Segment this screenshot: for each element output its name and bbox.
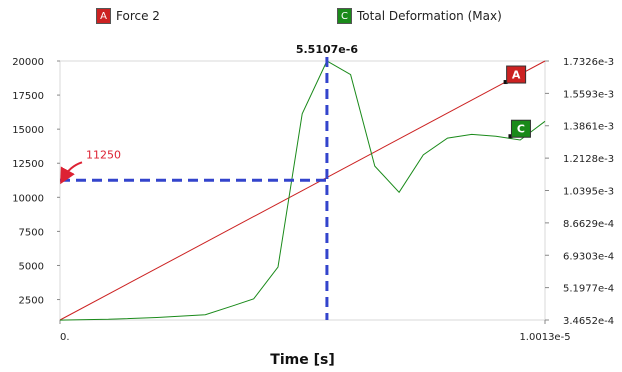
series-badge-a bbox=[506, 65, 527, 84]
legend-item-force[interactable]: A Force 2 bbox=[96, 8, 160, 24]
series-line-a bbox=[59, 60, 546, 321]
left-tick-label: 15000 bbox=[12, 125, 44, 136]
legend-label-deformation: Total Deformation (Max) bbox=[357, 9, 502, 23]
right-tick-label: 1.7326e-3 bbox=[563, 57, 614, 68]
overlay-layer: 5.5107e-6 11250 A C bbox=[60, 43, 531, 320]
x-tick-label: 0. bbox=[60, 332, 70, 343]
left-tick-label: 12500 bbox=[12, 159, 44, 170]
left-axis: 2500 5000 7500 10000 12500 15000 17500 20000 bbox=[12, 57, 60, 307]
series-badge-label-c: C bbox=[517, 123, 525, 136]
cursor-label: 5.5107e-6 bbox=[296, 43, 358, 56]
annotation-arrow bbox=[60, 161, 83, 185]
right-tick-label: 3.4652e-4 bbox=[563, 316, 614, 327]
right-tick-label: 1.3861e-3 bbox=[563, 122, 614, 133]
right-axis: 3.4652e-4 5.1977e-4 6.9303e-4 8.6629e-4 1.03… bbox=[545, 57, 614, 327]
x-axis: 0. 1.0013e-5 bbox=[59, 320, 571, 343]
x-axis-label: Time [s] bbox=[270, 352, 334, 368]
legend-label-force: Force 2 bbox=[116, 9, 160, 23]
series-point-a bbox=[503, 80, 508, 85]
right-tick-label: 1.0395e-3 bbox=[563, 187, 614, 198]
right-tick-label: 5.1977e-4 bbox=[563, 284, 614, 295]
right-tick-label: 6.9303e-4 bbox=[563, 251, 614, 262]
left-tick-label: 10000 bbox=[12, 193, 44, 204]
right-tick-label: 1.5593e-3 bbox=[563, 89, 614, 100]
left-tick-label: 17500 bbox=[12, 91, 44, 102]
legend-item-deformation[interactable]: C Total Deformation (Max) bbox=[337, 8, 502, 24]
series-badge-c bbox=[510, 119, 531, 138]
series-point-c bbox=[508, 134, 513, 139]
left-tick-label: 20000 bbox=[12, 57, 44, 68]
left-tick-label: 2500 bbox=[19, 296, 44, 307]
legend-badge-a: A bbox=[96, 8, 111, 24]
annotation-label: 11250 bbox=[86, 148, 121, 161]
right-tick-label: 8.6629e-4 bbox=[563, 219, 614, 230]
series-layer bbox=[59, 60, 546, 321]
x-tick-label: 1.0013e-5 bbox=[519, 332, 570, 343]
left-tick-label: 7500 bbox=[19, 227, 44, 238]
left-tick-label: 5000 bbox=[19, 261, 44, 272]
legend-badge-c: C bbox=[337, 8, 352, 24]
series-badge-label-a: A bbox=[512, 69, 521, 82]
right-tick-label: 1.2128e-3 bbox=[563, 154, 614, 165]
